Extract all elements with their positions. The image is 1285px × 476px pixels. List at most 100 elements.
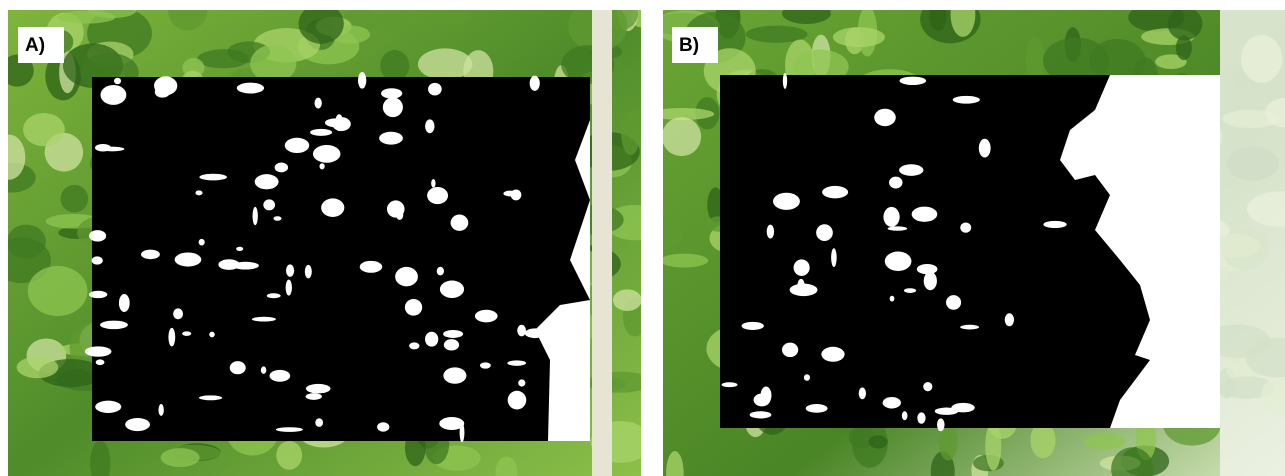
- gap: [360, 261, 383, 273]
- gap: [252, 317, 276, 322]
- gap: [475, 310, 498, 323]
- gap: [141, 250, 160, 260]
- gap: [773, 193, 800, 210]
- gap: [912, 207, 938, 222]
- gap: [806, 404, 828, 413]
- gap: [267, 293, 281, 298]
- leaf: [929, 2, 947, 31]
- gap: [321, 198, 344, 217]
- gap: [255, 174, 279, 189]
- gap: [503, 191, 516, 197]
- gap: [754, 394, 771, 407]
- gap: [923, 382, 932, 391]
- gap: [379, 132, 403, 145]
- gap: [750, 411, 772, 418]
- gap: [804, 374, 810, 381]
- leaf: [299, 4, 344, 44]
- gap: [237, 83, 264, 94]
- gap: [859, 388, 866, 400]
- gap: [428, 83, 442, 96]
- gap: [444, 339, 459, 350]
- panel-label: A): [25, 35, 45, 56]
- gap: [286, 280, 292, 296]
- leaf: [58, 11, 115, 24]
- gap: [953, 96, 980, 104]
- gap: [335, 114, 343, 131]
- gap: [722, 382, 738, 387]
- leaf: [1025, 37, 1044, 82]
- gap: [440, 281, 464, 298]
- gap: [409, 342, 419, 349]
- gap: [437, 267, 444, 276]
- gap: [232, 262, 259, 270]
- gap: [173, 308, 183, 319]
- leaf: [985, 421, 1001, 470]
- leaf: [364, 14, 412, 32]
- gap: [263, 199, 275, 210]
- gap: [885, 251, 912, 271]
- sky: [1220, 10, 1285, 476]
- gap: [95, 401, 121, 413]
- gap: [377, 422, 389, 431]
- gap: [517, 325, 526, 336]
- gap: [443, 330, 463, 338]
- leaf: [868, 435, 887, 448]
- gap: [821, 347, 844, 362]
- gap: [794, 259, 810, 276]
- gap: [874, 109, 896, 126]
- gap: [230, 361, 246, 374]
- gap: [889, 177, 903, 189]
- gap: [427, 187, 448, 204]
- gap: [269, 370, 290, 382]
- panel-b: B): [647, 0, 1285, 476]
- gap: [917, 264, 938, 274]
- gap: [899, 164, 923, 176]
- gap: [101, 85, 127, 105]
- gap: [767, 225, 774, 239]
- gap: [883, 207, 899, 227]
- gap: [425, 332, 438, 347]
- gap: [381, 88, 402, 98]
- gap: [92, 256, 103, 264]
- gap: [917, 412, 925, 423]
- gap: [396, 210, 403, 219]
- leaf: [441, 8, 470, 25]
- gap: [530, 76, 540, 91]
- gap: [95, 144, 111, 152]
- gap: [451, 215, 469, 231]
- gap: [168, 328, 175, 347]
- leaf: [621, 112, 640, 155]
- gap: [937, 418, 945, 431]
- gap: [195, 190, 202, 195]
- gap: [979, 139, 991, 158]
- leaf: [161, 448, 200, 467]
- leaf: [782, 3, 831, 24]
- gap: [507, 360, 526, 365]
- gap: [96, 359, 105, 365]
- leaf: [1084, 433, 1125, 449]
- gap: [89, 291, 107, 298]
- leaf: [647, 216, 682, 251]
- gap: [253, 207, 258, 225]
- gap: [518, 379, 525, 386]
- gap: [924, 272, 937, 291]
- gap: [154, 76, 177, 95]
- leaf: [833, 27, 885, 47]
- gap: [315, 98, 322, 109]
- gap: [89, 230, 106, 241]
- leaf: [28, 266, 88, 316]
- leaf: [660, 254, 708, 268]
- leaf: [197, 49, 249, 68]
- gap: [85, 346, 112, 356]
- gap: [305, 265, 312, 279]
- gap: [285, 138, 309, 153]
- gap: [119, 294, 130, 312]
- gap: [383, 97, 403, 117]
- leaf: [1176, 36, 1192, 61]
- gap: [273, 216, 281, 220]
- gap: [782, 343, 798, 357]
- gap: [1005, 313, 1014, 326]
- leaf: [7, 225, 46, 259]
- gap: [904, 288, 916, 293]
- gap: [443, 367, 466, 383]
